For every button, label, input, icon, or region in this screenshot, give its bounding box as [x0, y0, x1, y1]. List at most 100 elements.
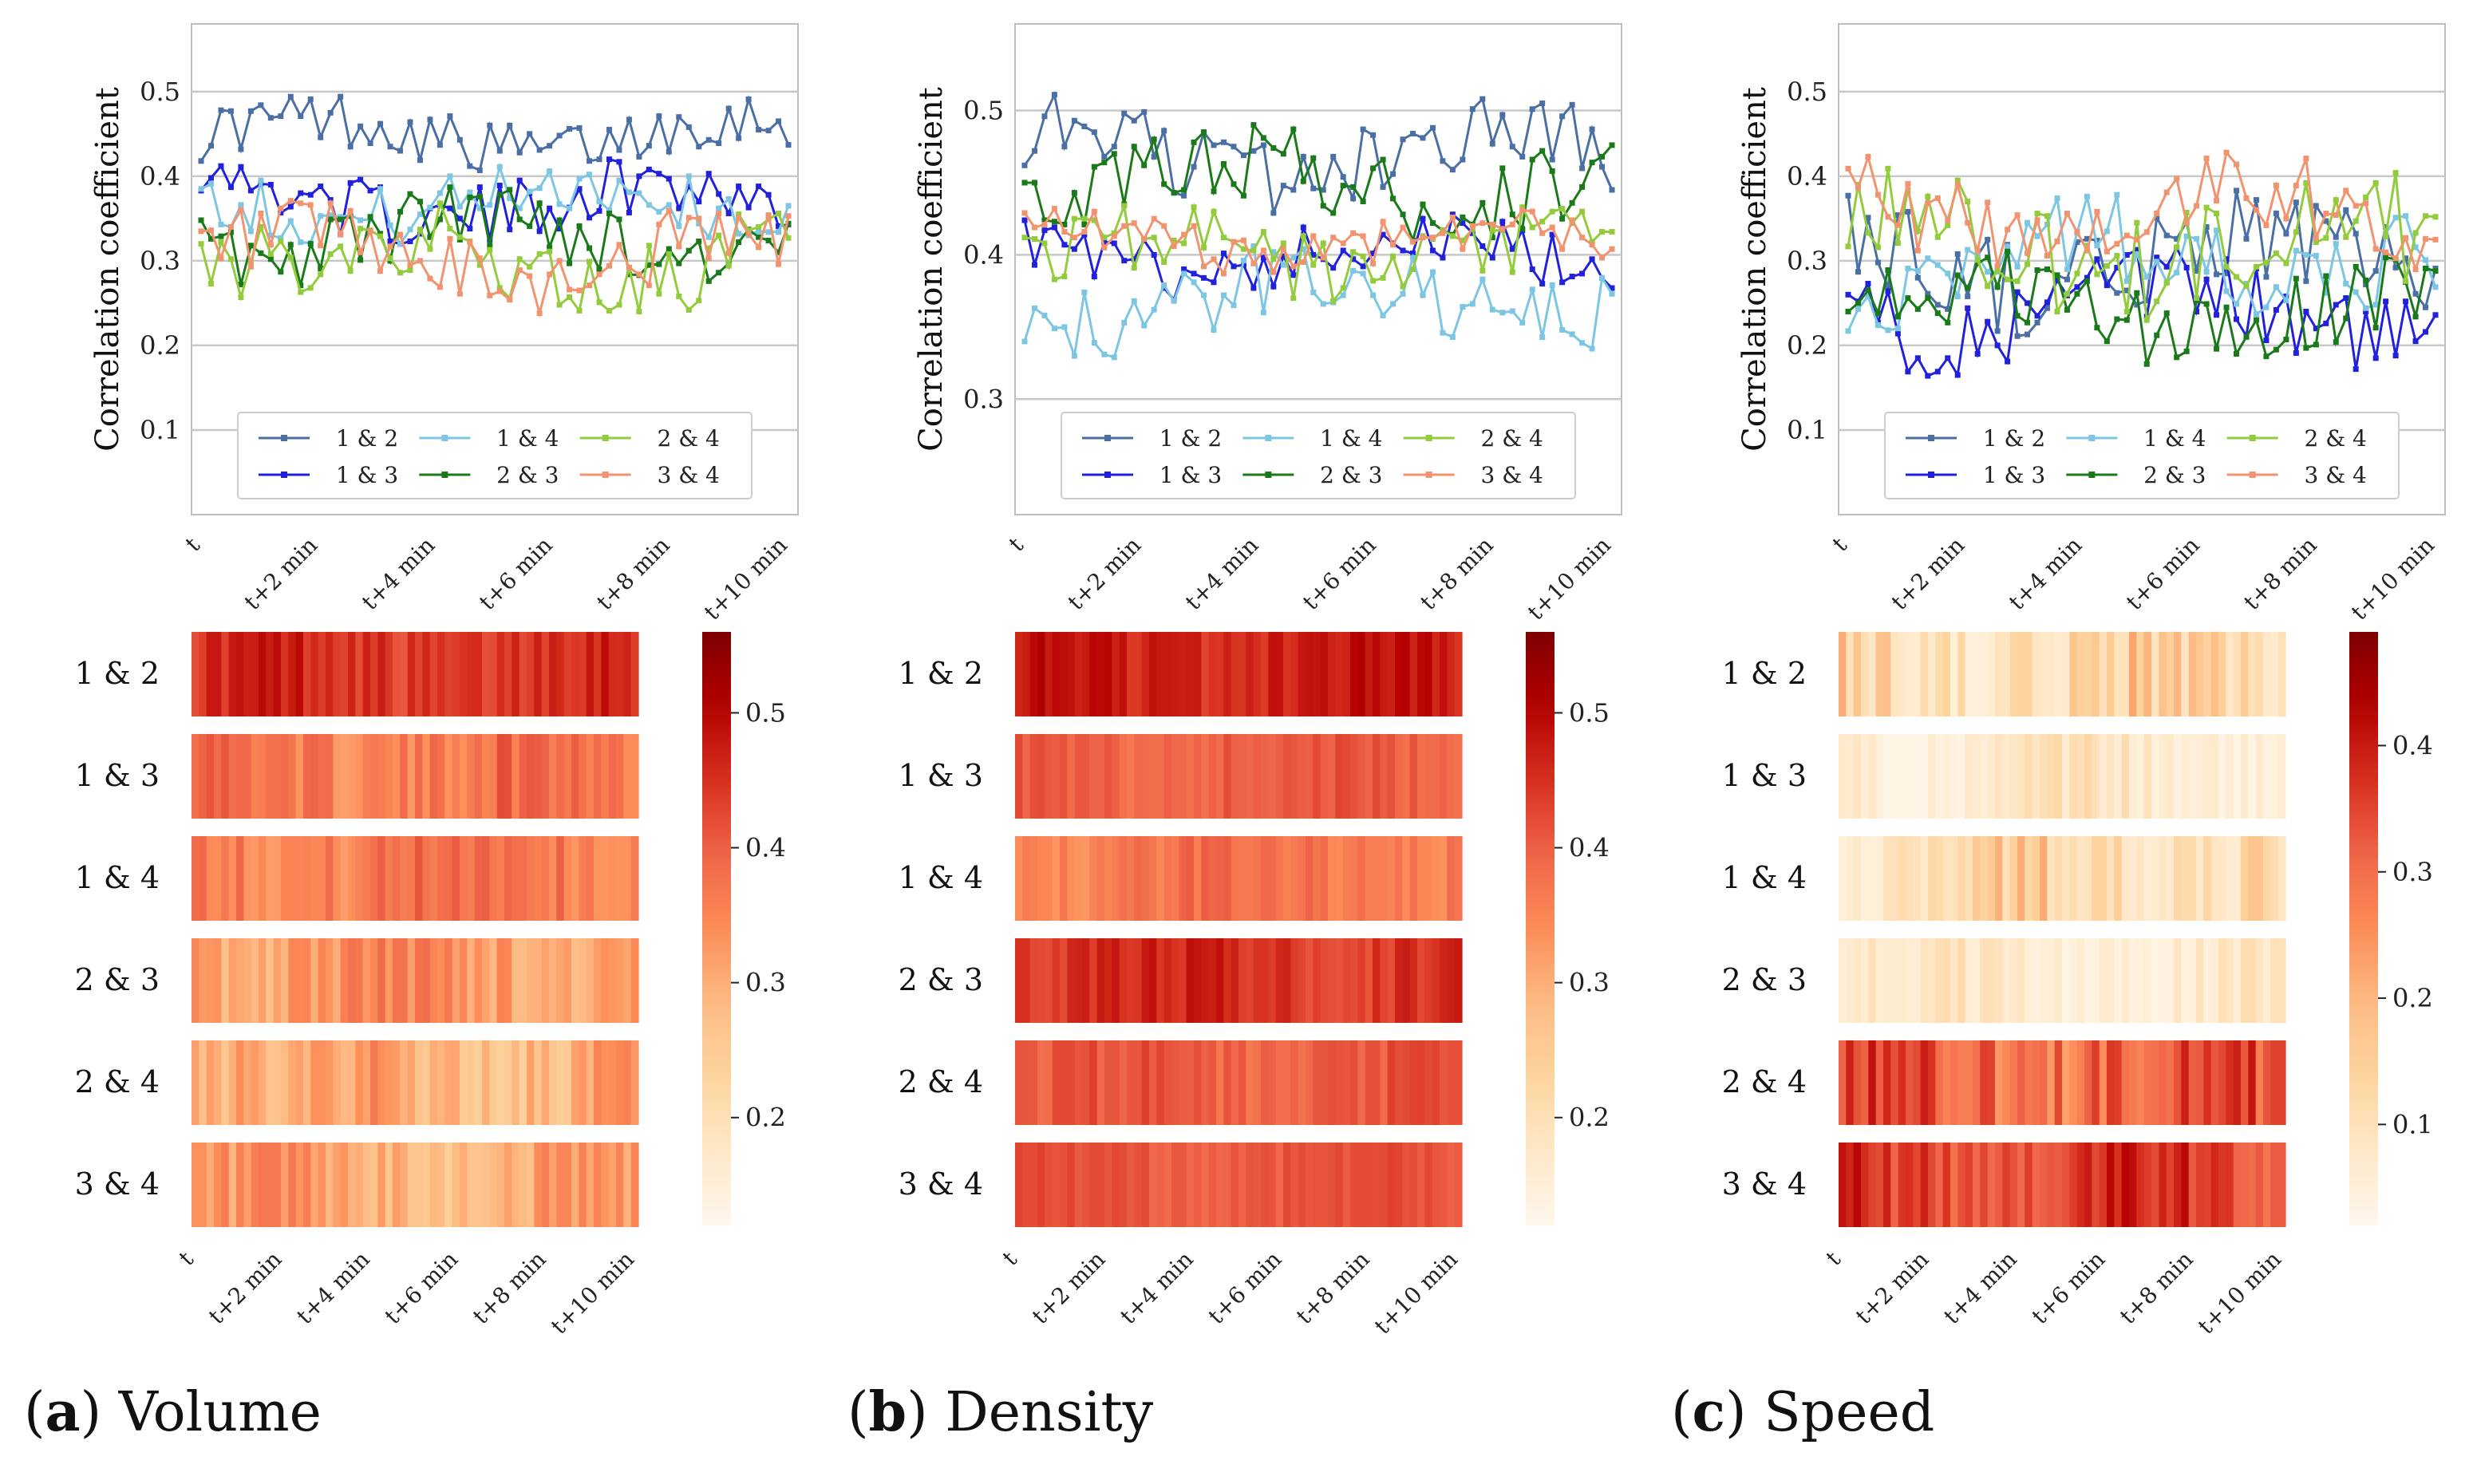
heatmap-cell	[1454, 938, 1463, 1023]
series-point	[616, 302, 622, 308]
caption-b: (b) Density	[847, 1380, 1154, 1444]
heatmap-cell	[1171, 734, 1179, 819]
heatmap-cell	[1261, 734, 1269, 819]
heatmap-cell	[370, 836, 378, 921]
series-point	[247, 263, 254, 270]
series-point	[2412, 266, 2419, 272]
heatmap-cell	[288, 1143, 297, 1227]
series-point	[1885, 214, 1891, 220]
heatmap-cell	[579, 632, 587, 716]
series-point	[1201, 244, 1207, 251]
heatmap-cell	[2174, 938, 2182, 1023]
heatmap-cell	[1987, 1040, 1996, 1125]
series-point	[1071, 246, 1077, 252]
heatmap-cell	[2241, 1040, 2249, 1125]
heatmap-cell	[1141, 836, 1150, 921]
heatmap-cell	[1409, 1143, 1418, 1227]
series-point	[1300, 259, 1306, 265]
heatmap-cell	[2084, 836, 2092, 921]
heatmap-cell	[1015, 938, 1023, 1023]
heatmap-cell	[1060, 836, 1068, 921]
series-point	[437, 200, 443, 207]
heatmap-cell	[2255, 836, 2264, 921]
series-point	[2214, 271, 2220, 278]
series-point	[447, 173, 453, 180]
legend-marker	[2088, 435, 2096, 441]
series-point	[587, 282, 593, 289]
heatmap-cell	[460, 632, 468, 716]
series-point	[756, 228, 762, 235]
series-point	[616, 242, 622, 248]
heatmap-cell	[221, 632, 230, 716]
heatmap-cell	[1201, 938, 1210, 1023]
series-point	[1875, 191, 1881, 198]
series-point	[1965, 293, 1971, 299]
xtick-label: t+10 min	[2346, 532, 2439, 626]
series-point	[437, 216, 443, 223]
series-point	[507, 195, 513, 201]
series-point	[1191, 204, 1197, 211]
heatmap-cell	[1328, 632, 1336, 716]
series-point	[1489, 255, 1495, 261]
series-point	[278, 235, 284, 241]
series-point	[1021, 338, 1028, 345]
heatmap-cell	[362, 632, 371, 716]
heatmap-cell	[326, 632, 334, 716]
heatmap-cell	[1290, 938, 1299, 1023]
heatmap-cell	[1957, 1143, 1966, 1227]
heatmap-cell	[571, 1040, 579, 1125]
series-point	[1865, 230, 1871, 236]
heatmap-cell	[2203, 734, 2212, 819]
series-point	[1051, 92, 1057, 98]
legend-label: 1 & 4	[2143, 425, 2206, 452]
xtick-label: t+4 min	[2004, 532, 2088, 616]
series-point	[2363, 305, 2369, 311]
series-point	[2223, 270, 2230, 277]
series-point	[736, 211, 742, 218]
heatmap-cell	[2054, 734, 2063, 819]
heatmap-cell	[1231, 734, 1239, 819]
heatmap-cell	[1365, 632, 1373, 716]
heatmap-cell	[2092, 1143, 2100, 1227]
heatmap-cell	[2203, 1040, 2212, 1125]
heatmap-cell	[2226, 632, 2234, 716]
series-point	[456, 136, 463, 143]
heatmap-cell	[1883, 836, 1891, 921]
series-point	[1429, 269, 1436, 275]
series-point	[1051, 224, 1057, 231]
series-point	[1905, 295, 1911, 302]
heatmap-cell	[1179, 938, 1187, 1023]
heatmap-cell	[355, 938, 364, 1023]
series-point	[1400, 283, 1406, 290]
xtick-label: t+8 min	[1415, 532, 1499, 616]
series-point	[1894, 212, 1901, 219]
series-point	[2054, 195, 2060, 201]
heatmap-cell	[2107, 1040, 2115, 1125]
legend-label: 1 & 3	[336, 462, 398, 488]
heatmap-cell	[2092, 1040, 2100, 1125]
series-point	[1131, 298, 1137, 304]
series-point	[2372, 355, 2379, 361]
heatmap-cell	[1913, 632, 1922, 716]
series-point	[2134, 251, 2140, 257]
heatmap-cell	[1060, 734, 1068, 819]
heatmap-cell	[1853, 1040, 1862, 1125]
series-point	[1894, 240, 1901, 247]
heatmap-cell	[1246, 1040, 1254, 1125]
heatmap-cell	[192, 1040, 199, 1125]
heatmap-cell	[415, 734, 423, 819]
heatmap-cell	[594, 836, 602, 921]
series-point	[367, 140, 373, 147]
series-point	[1290, 295, 1297, 302]
heatmap-cell	[326, 734, 334, 819]
heatmap-cell	[1149, 938, 1157, 1023]
heatmap-cell	[1447, 1143, 1456, 1227]
heatmap-cell	[2188, 1040, 2197, 1125]
heatmap-cell	[1163, 1040, 1172, 1125]
series-point	[1250, 243, 1257, 250]
series-point	[2303, 278, 2309, 284]
heatmap-cell	[1957, 836, 1966, 921]
heatmap-row-label: 2 & 3	[899, 962, 983, 997]
series-point	[1509, 308, 1515, 314]
heatmap-cell	[281, 1040, 289, 1125]
